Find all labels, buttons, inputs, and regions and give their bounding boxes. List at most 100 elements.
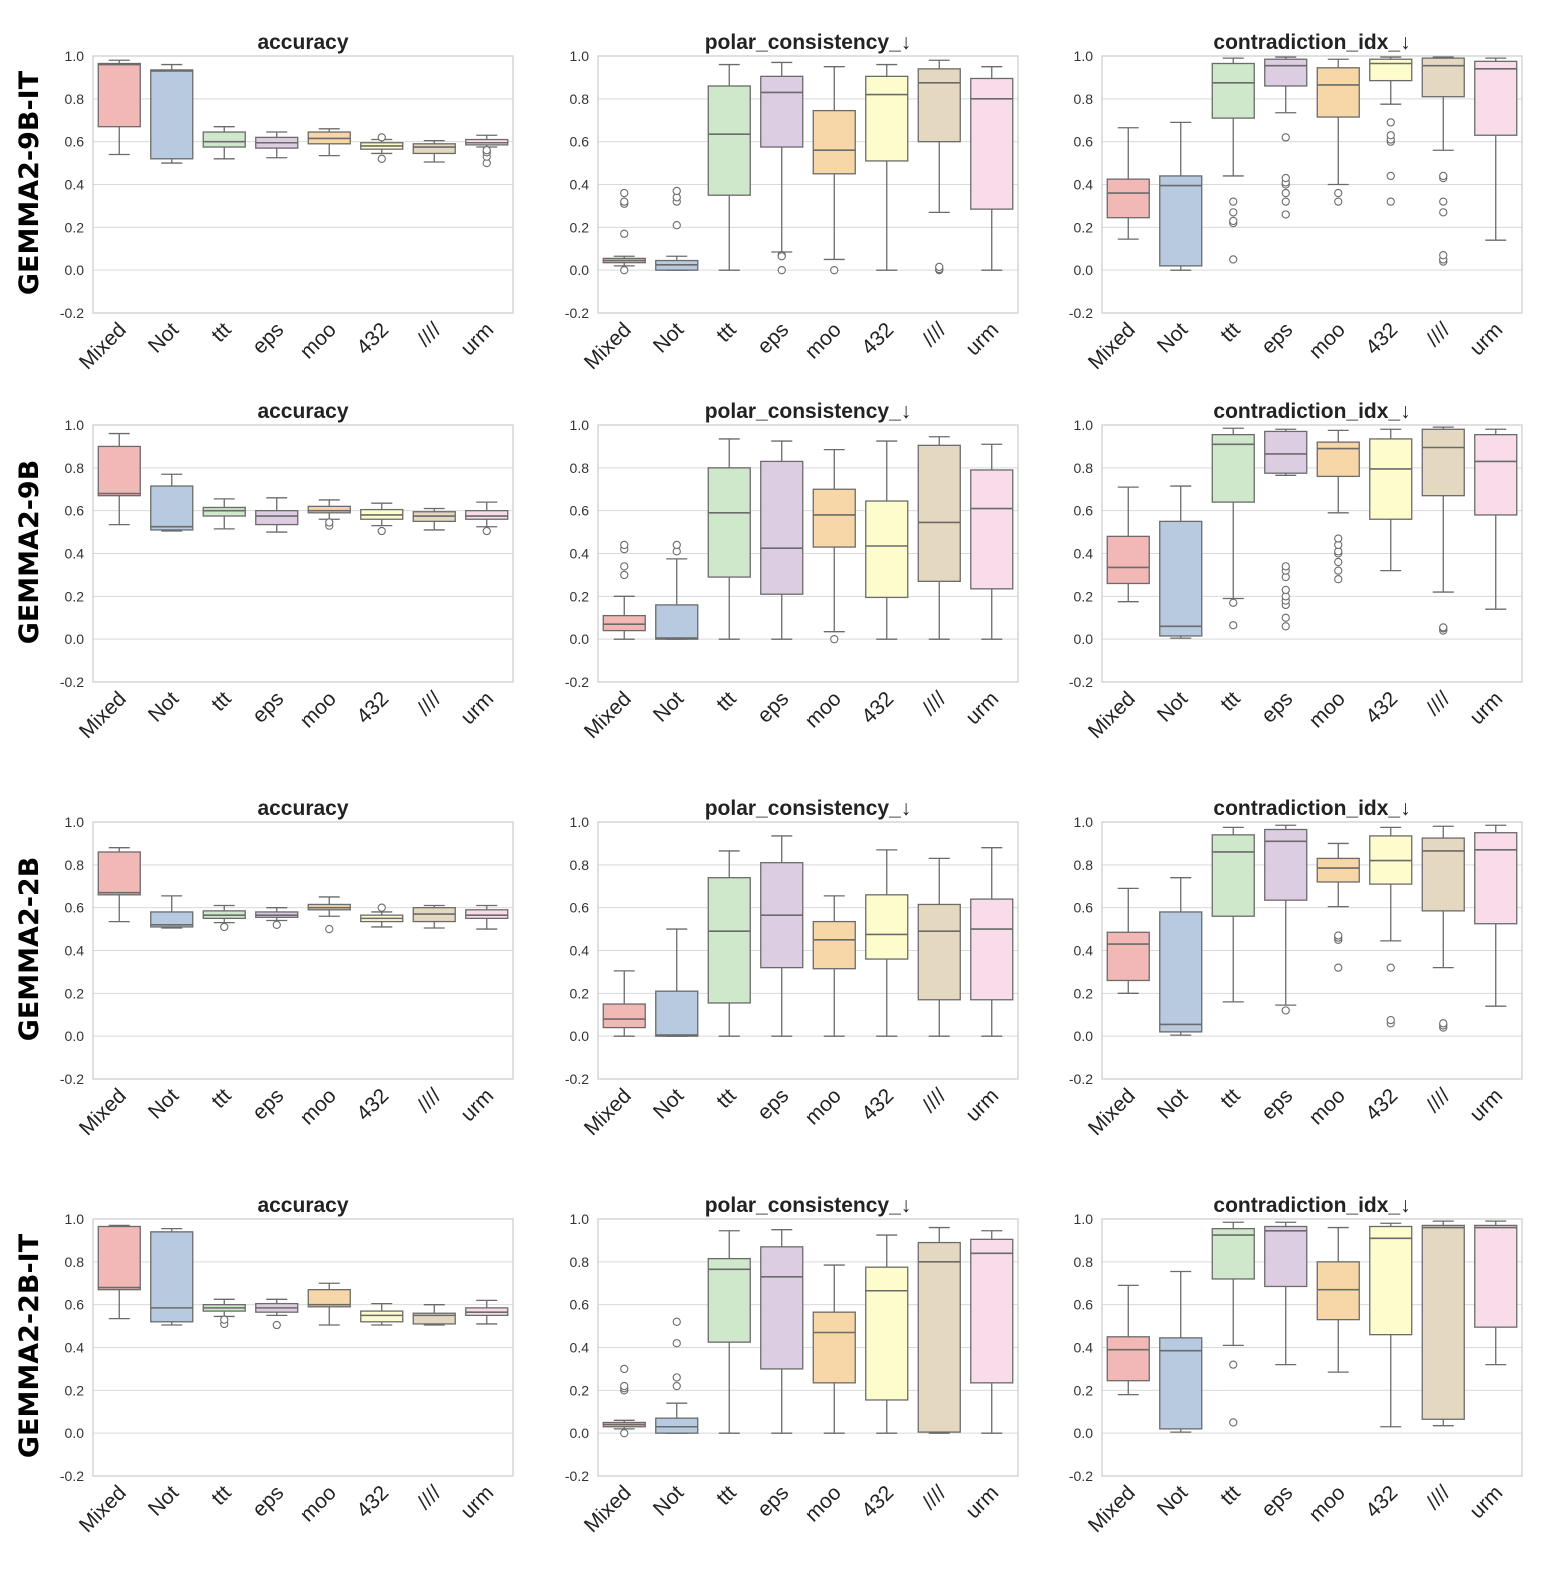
y-tick-label: 1.0 [65, 48, 85, 64]
x-tick-label-urm: urm [961, 318, 1003, 360]
x-tick-label-ttt: ttt [712, 1481, 741, 1510]
x-tick-label-432: 432 [1361, 318, 1402, 359]
box-iqr [655, 604, 699, 640]
box-urm [1474, 824, 1518, 1007]
y-tick-label: 0.0 [570, 1028, 590, 1044]
y-tick-label: -0.2 [1069, 1468, 1093, 1484]
box-moo [1316, 58, 1360, 206]
box-iqr [150, 911, 194, 928]
box-iqr [1264, 1225, 1308, 1288]
box-iqr [970, 1238, 1014, 1384]
x-tick-label-moo: moo [801, 687, 846, 732]
outlier-point [1281, 585, 1290, 595]
box-eps [1264, 56, 1308, 219]
x-tick-label-not: Not [144, 318, 183, 357]
outlier-point [1386, 171, 1395, 181]
panel-title: contradiction_idx_↓ [1213, 31, 1410, 54]
box-slash [1421, 56, 1465, 266]
y-tick-label: -0.2 [565, 305, 589, 321]
y-tick-label: 1.0 [1074, 417, 1094, 433]
box-iqr [150, 69, 194, 160]
outlier-point [1281, 562, 1290, 571]
outlier-point [482, 146, 491, 155]
box-urm [1474, 1220, 1518, 1366]
box-iqr [1106, 1336, 1150, 1382]
box-iqr [1106, 931, 1150, 982]
y-tick-label: 0.4 [570, 177, 590, 193]
box-iqr [307, 1289, 351, 1308]
box-mixed [602, 540, 646, 640]
x-tick-label-moo: moo [801, 1481, 846, 1526]
x-tick-label-ttt: ttt [207, 687, 236, 716]
outlier-point [1334, 931, 1343, 940]
y-tick-label: -0.2 [60, 1468, 84, 1484]
box-not [150, 473, 194, 532]
y-tick-label: 0.6 [570, 134, 590, 150]
box-iqr [1474, 832, 1518, 925]
y-tick-label: 0.2 [570, 219, 590, 235]
outlier-point [220, 1315, 229, 1324]
x-tick-label-urm: urm [961, 1084, 1003, 1126]
y-tick-label: 0.2 [570, 1382, 590, 1398]
y-tick-label: 0.4 [65, 177, 85, 193]
y-tick-label: 0.8 [1074, 91, 1094, 107]
box-iqr [970, 77, 1014, 210]
box-moo [307, 499, 351, 530]
outlier-point [1229, 621, 1238, 630]
box-iqr [1264, 430, 1308, 474]
box-eps [1264, 1221, 1308, 1366]
x-tick-label-ttt: ttt [207, 1084, 236, 1113]
x-tick-label-slash: //// [413, 1481, 446, 1514]
outlier-point [1439, 1019, 1448, 1028]
x-tick-label-ttt: ttt [1216, 318, 1245, 347]
outlier-point [1281, 210, 1290, 219]
y-tick-label: 0.2 [65, 1382, 85, 1398]
box-iqr [602, 1003, 646, 1029]
panel-gemma2-2b-contradiction-idx: contradiction_idx_↓ -0.2 0.0 0.2 0.4 0.6 0.8 1.… [1069, 797, 1523, 1140]
box-iqr [1106, 178, 1150, 219]
outlier-point [377, 526, 386, 536]
box-ttt [707, 438, 751, 640]
x-tick-label-slash: //// [413, 318, 446, 351]
box-ttt [1211, 826, 1255, 1003]
plot-frame [1101, 821, 1523, 1080]
y-tick-label: 0.8 [65, 91, 85, 107]
box-mixed [97, 1224, 141, 1320]
y-tick-label: 0.0 [1074, 1425, 1094, 1441]
outlier-point [1229, 1360, 1238, 1369]
plot-frame [1101, 424, 1523, 683]
y-tick-label: 0.2 [570, 588, 590, 604]
x-tick-label-slash: //// [918, 687, 951, 720]
x-tick-label-urm: urm [1465, 687, 1507, 729]
outlier-point [1229, 197, 1238, 206]
box-ttt [202, 904, 246, 932]
box-moo [307, 1282, 351, 1326]
box-not [150, 1227, 194, 1326]
outlier-point [935, 262, 944, 272]
panel-title: contradiction_idx_↓ [1213, 400, 1410, 423]
outlier-point [325, 518, 334, 527]
x-tick-label-mixed: Mixed [1084, 687, 1140, 743]
box-slash [1421, 1220, 1465, 1427]
x-tick-label-432: 432 [1361, 1084, 1402, 1125]
panel-title: polar_consistency_↓ [705, 400, 912, 423]
panel-gemma2-2b-it-contradiction-idx: contradiction_idx_↓ -0.2 0.0 0.2 0.4 0.6 0.8 1.… [1069, 1194, 1523, 1537]
x-tick-label-eps: eps [248, 687, 288, 727]
panel-title: polar_consistency_↓ [705, 1194, 912, 1217]
x-tick-label-mixed: Mixed [75, 318, 131, 374]
box-iqr [1316, 67, 1360, 118]
box-urm [1474, 428, 1518, 610]
x-tick-label-slash: //// [413, 687, 446, 720]
y-tick-label: 0.8 [1074, 857, 1094, 873]
box-slash [1421, 426, 1465, 635]
x-tick-label-urm: urm [1465, 318, 1507, 360]
outlier-point [1281, 188, 1290, 198]
outlier-point [1439, 208, 1448, 217]
outlier-point [1229, 1418, 1238, 1427]
plot-frame [1101, 1218, 1523, 1477]
x-tick-label-mixed: Mixed [580, 318, 636, 374]
box-iqr [1159, 175, 1203, 267]
box-432 [360, 903, 404, 928]
x-tick-label-ttt: ttt [712, 1084, 741, 1113]
plot-frame [92, 55, 514, 314]
